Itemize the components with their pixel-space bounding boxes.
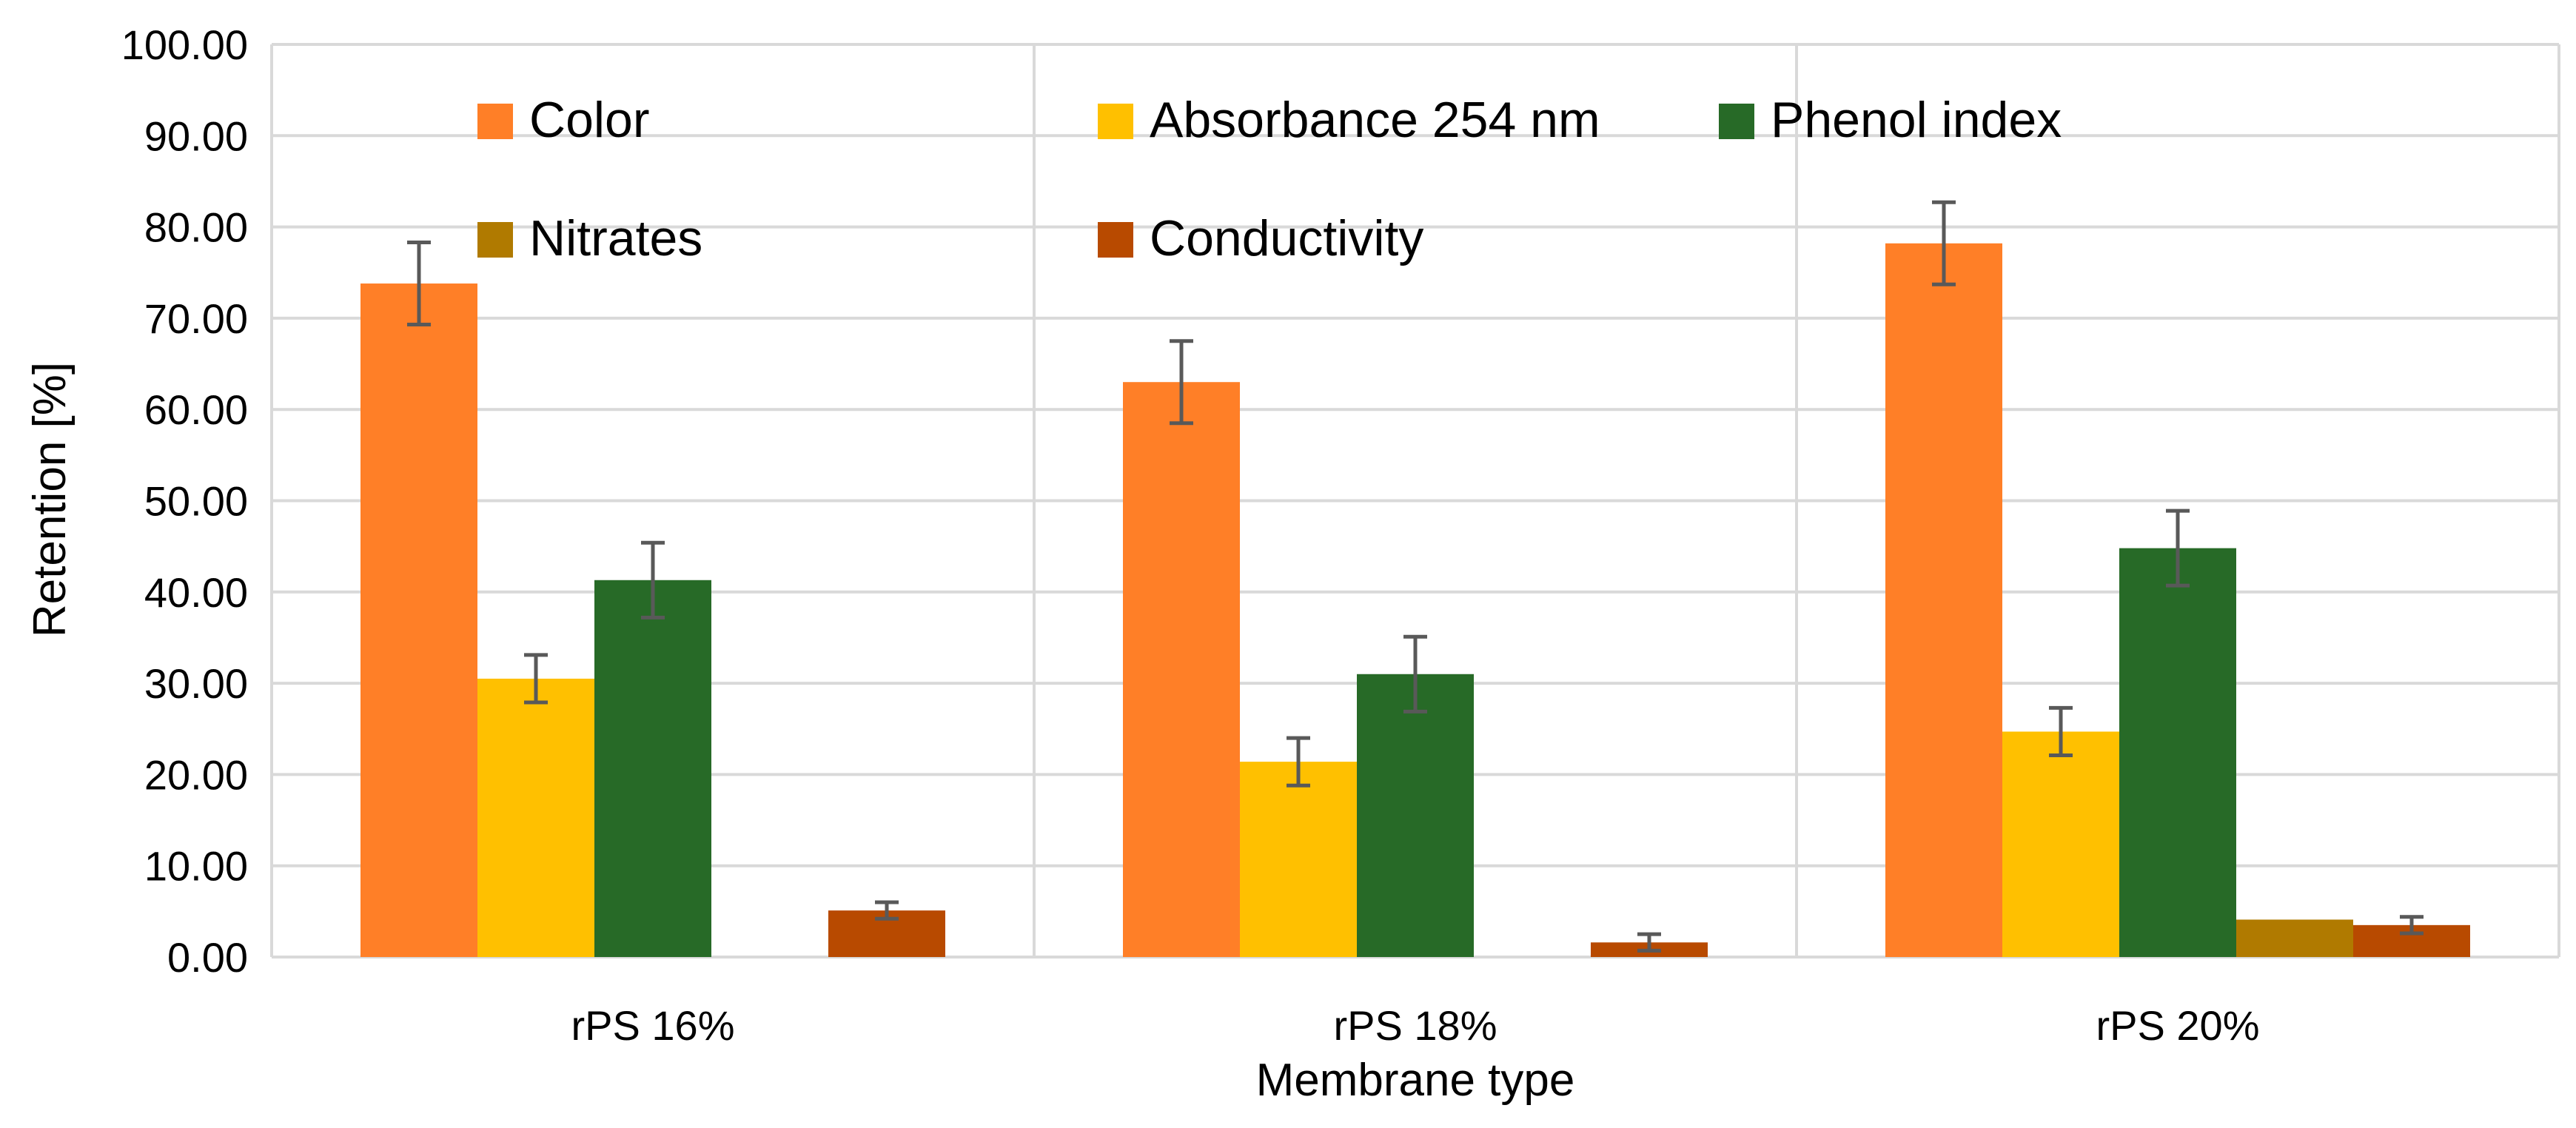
legend-label: Absorbance 254 nm [1150,92,1600,148]
legend-item: Absorbance 254 nm [1098,92,1600,148]
error-bars [407,200,2424,953]
legend-label: Nitrates [529,210,702,266]
y-tick-label: 100.00 [121,21,248,68]
legend-item: Conductivity [1098,210,1423,266]
bar [1885,243,2002,957]
legend-label: Color [529,92,650,148]
legend-item: Phenol index [1719,92,2062,148]
bar [1240,762,1357,957]
y-tick-label: 30.00 [144,660,248,707]
legend-swatch [1098,222,1133,258]
legend-swatch [477,104,513,139]
bar [2002,731,2119,957]
y-tick-label: 70.00 [144,295,248,342]
x-axis-ticks: rPS 16% rPS 18% rPS 20% [571,1002,2260,1049]
y-tick-label: 10.00 [144,843,248,890]
x-tick-label: rPS 20% [2096,1002,2260,1049]
legend-label: Conductivity [1150,210,1423,266]
legend-swatch [1719,104,1754,139]
x-tick-label: rPS 16% [571,1002,735,1049]
y-tick-label: 60.00 [144,386,248,433]
bar [594,580,711,957]
y-tick-label: 40.00 [144,569,248,616]
bar [1357,674,1474,957]
legend-item: Color [477,92,650,148]
y-tick-label: 0.00 [167,934,248,981]
y-tick-label: 20.00 [144,751,248,798]
bar [1123,382,1240,957]
bars [360,243,2470,957]
x-axis-title: Membrane type [1256,1055,1575,1106]
legend-swatch [1098,104,1133,139]
y-axis-ticks: 0.00 10.00 20.00 30.00 40.00 50.00 60.00 70.00 8… [121,21,248,981]
bar [360,283,477,957]
y-tick-label: 50.00 [144,478,248,525]
x-tick-label: rPS 18% [1334,1002,1497,1049]
y-tick-label: 80.00 [144,204,248,251]
y-tick-label: 90.00 [144,113,248,159]
bar [2236,919,2353,957]
legend-item: Nitrates [477,210,702,266]
y-axis-title: Retention [%] [24,362,76,637]
legend: Color Absorbance 254 nm Phenol index Nitrat… [477,92,2062,266]
legend-label: Phenol index [1771,92,2062,148]
bar [477,678,594,957]
bar [2119,548,2236,957]
legend-swatch [477,222,513,258]
